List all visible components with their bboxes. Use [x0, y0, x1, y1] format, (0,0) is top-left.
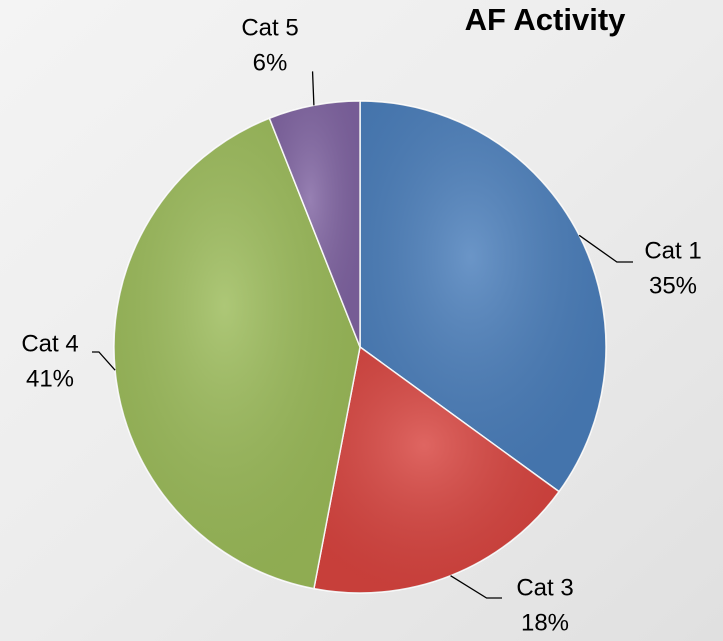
data-label-value: 41% [26, 365, 74, 392]
data-label-name: Cat 1 [644, 237, 701, 264]
chart: AF Activity Cat 1 35% Cat 3 18% Cat 4 41% Cat … [0, 0, 723, 641]
chart-title: AF Activity [465, 2, 627, 37]
data-label-name: Cat 3 [516, 574, 573, 601]
data-label-name: Cat 5 [241, 14, 298, 41]
data-label-name: Cat 4 [21, 330, 78, 357]
data-label-value: 18% [521, 609, 569, 636]
data-label-value: 35% [649, 272, 697, 299]
data-label-value: 6% [253, 49, 288, 76]
